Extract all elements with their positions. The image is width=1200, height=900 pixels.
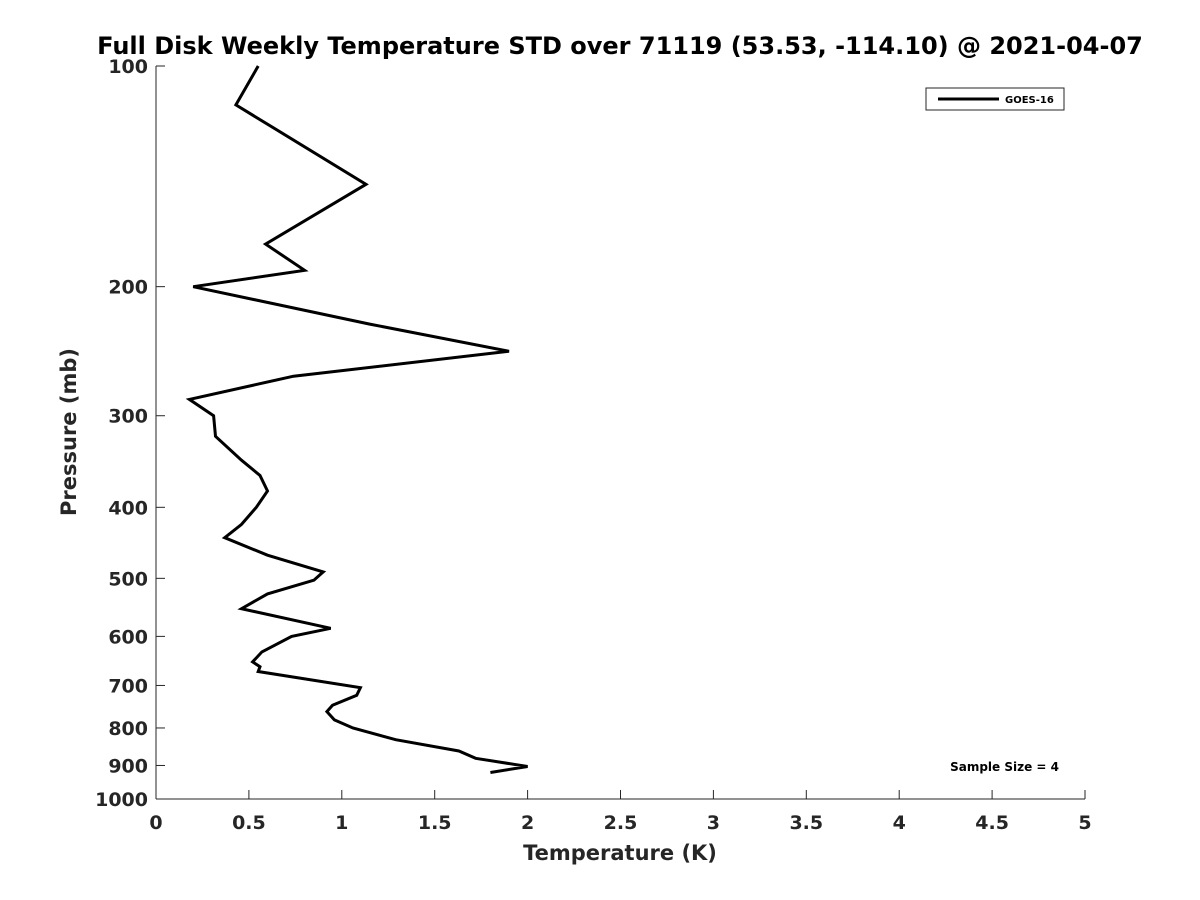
y-tick-label: 800 [108, 718, 148, 740]
x-axis-label: Temperature (K) [523, 841, 717, 865]
x-tick-label: 0.5 [232, 812, 266, 834]
plot-area [155, 66, 1085, 800]
sample-size-annotation: Sample Size = 4 [950, 760, 1059, 774]
y-tick-label: 300 [108, 406, 148, 428]
y-ticks: 100 200 300 400 500 600 700 800 900 1000 [95, 56, 165, 811]
x-tick-label: 4 [893, 812, 906, 834]
x-tick-label: 1 [335, 812, 348, 834]
legend-label: GOES-16 [1005, 95, 1054, 106]
x-tick-label: 2 [521, 812, 534, 834]
y-tick-label: 900 [108, 755, 148, 777]
y-tick-label: 1000 [95, 789, 148, 811]
y-tick-label: 500 [108, 568, 148, 590]
x-tick-label: 5 [1078, 812, 1091, 834]
y-tick-label: 100 [108, 56, 148, 78]
x-tick-label: 3.5 [789, 812, 823, 834]
y-tick-label: 600 [108, 626, 148, 648]
series-layer [185, 65, 528, 774]
x-tick-label: 3 [707, 812, 720, 834]
x-tick-label: 1.5 [418, 812, 452, 834]
x-tick-label: 0 [149, 812, 162, 834]
legend: GOES-16 [925, 87, 1065, 111]
y-tick-label: 400 [108, 497, 148, 519]
y-tick-label: 200 [108, 277, 148, 299]
chart-title: Full Disk Weekly Temperature STD over 71… [97, 32, 1143, 60]
x-tick-label: 4.5 [975, 812, 1009, 834]
x-ticks: 0 0.5 1 1.5 2 2.5 3 3.5 4 4.5 5 [149, 790, 1092, 834]
x-tick-label: 2.5 [604, 812, 638, 834]
y-axis-label: Pressure (mb) [57, 348, 81, 516]
y-tick-label: 700 [108, 675, 148, 697]
series-line-goes-16 [185, 65, 528, 774]
